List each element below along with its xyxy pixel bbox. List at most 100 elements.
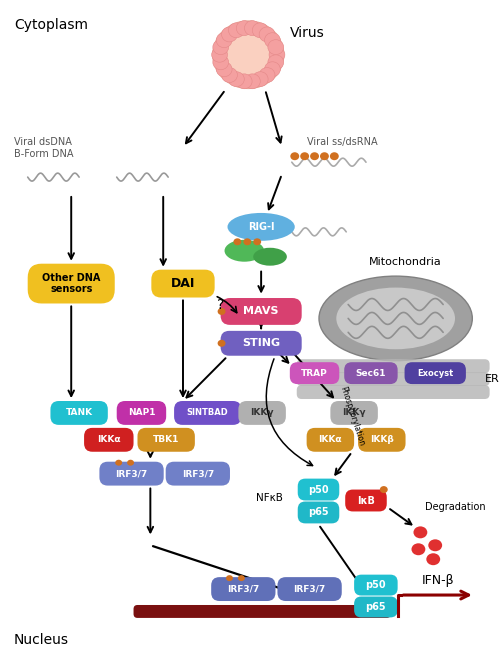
FancyBboxPatch shape <box>211 577 275 601</box>
Text: Nucleus: Nucleus <box>14 633 69 647</box>
FancyBboxPatch shape <box>174 401 241 425</box>
Ellipse shape <box>264 32 280 47</box>
FancyBboxPatch shape <box>238 401 285 425</box>
FancyBboxPatch shape <box>151 270 214 298</box>
Text: RIG-I: RIG-I <box>247 222 274 232</box>
Ellipse shape <box>217 308 225 315</box>
Ellipse shape <box>268 55 283 70</box>
Ellipse shape <box>237 575 244 581</box>
Text: IKKα: IKKα <box>318 436 342 445</box>
Text: IRF3/7: IRF3/7 <box>293 584 325 593</box>
Text: Viral dsDNA
B-Form DNA: Viral dsDNA B-Form DNA <box>14 137 73 159</box>
Ellipse shape <box>216 62 231 77</box>
Ellipse shape <box>253 239 261 245</box>
FancyBboxPatch shape <box>344 362 397 384</box>
Ellipse shape <box>212 55 228 70</box>
Ellipse shape <box>236 21 252 36</box>
Text: IKKα: IKKα <box>97 436 120 445</box>
Ellipse shape <box>244 74 260 89</box>
Ellipse shape <box>310 152 318 160</box>
FancyBboxPatch shape <box>330 401 377 425</box>
Ellipse shape <box>243 239 250 245</box>
Text: Mitochondria: Mitochondria <box>368 257 441 266</box>
Ellipse shape <box>259 27 275 42</box>
Text: Cytoplasm: Cytoplasm <box>14 18 88 32</box>
Text: NFκB: NFκB <box>256 493 283 502</box>
Ellipse shape <box>329 152 338 160</box>
Text: DAI: DAI <box>170 277 195 290</box>
Ellipse shape <box>319 152 328 160</box>
Text: p50: p50 <box>308 484 328 495</box>
FancyBboxPatch shape <box>99 462 163 486</box>
Text: Other DNA
sensors: Other DNA sensors <box>42 273 100 294</box>
Text: MAVS: MAVS <box>243 306 279 317</box>
Text: TRAP: TRAP <box>301 369 327 378</box>
Ellipse shape <box>264 62 280 77</box>
Text: IKKγ: IKKγ <box>250 408 274 417</box>
FancyBboxPatch shape <box>296 372 488 386</box>
FancyBboxPatch shape <box>297 478 339 500</box>
Text: Sec61: Sec61 <box>355 369 385 378</box>
Ellipse shape <box>236 74 252 89</box>
FancyBboxPatch shape <box>296 359 488 373</box>
Ellipse shape <box>212 40 228 55</box>
FancyBboxPatch shape <box>345 489 386 512</box>
Ellipse shape <box>233 239 241 245</box>
Text: p65: p65 <box>308 508 328 517</box>
Text: ?: ? <box>216 298 224 313</box>
FancyBboxPatch shape <box>165 462 229 486</box>
Ellipse shape <box>379 486 387 493</box>
Ellipse shape <box>244 21 260 36</box>
Ellipse shape <box>336 287 454 349</box>
Ellipse shape <box>216 32 231 47</box>
Ellipse shape <box>211 47 227 62</box>
FancyBboxPatch shape <box>277 577 341 601</box>
Text: IFN-β: IFN-β <box>421 574 453 587</box>
Text: Exocyst: Exocyst <box>416 369 452 378</box>
FancyBboxPatch shape <box>220 331 301 356</box>
Ellipse shape <box>217 340 225 346</box>
Ellipse shape <box>228 72 244 86</box>
Text: IKKγ: IKKγ <box>342 408 365 417</box>
Text: p65: p65 <box>365 602 385 612</box>
Text: ER: ER <box>483 374 498 384</box>
Text: Degradation: Degradation <box>424 502 485 512</box>
Ellipse shape <box>259 68 275 83</box>
Ellipse shape <box>224 240 264 262</box>
FancyBboxPatch shape <box>133 605 390 618</box>
Text: p50: p50 <box>365 580 385 590</box>
Ellipse shape <box>127 460 134 465</box>
Ellipse shape <box>300 152 309 160</box>
Ellipse shape <box>212 21 284 88</box>
FancyBboxPatch shape <box>117 401 166 425</box>
Ellipse shape <box>269 47 284 62</box>
Text: IκB: IκB <box>356 495 374 506</box>
Text: Phosphorylation: Phosphorylation <box>338 385 365 447</box>
Text: Viral ss/dsRNA: Viral ss/dsRNA <box>306 137 377 148</box>
FancyBboxPatch shape <box>297 502 339 523</box>
FancyBboxPatch shape <box>137 428 194 452</box>
Ellipse shape <box>268 40 283 55</box>
Text: IRF3/7: IRF3/7 <box>115 469 147 478</box>
Text: IRF3/7: IRF3/7 <box>227 584 259 593</box>
Ellipse shape <box>252 72 268 86</box>
Ellipse shape <box>253 248 286 266</box>
Ellipse shape <box>221 68 237 83</box>
Ellipse shape <box>252 23 268 38</box>
Text: TBK1: TBK1 <box>153 436 179 445</box>
FancyBboxPatch shape <box>50 401 108 425</box>
Text: IKKβ: IKKβ <box>369 436 393 445</box>
Ellipse shape <box>228 23 244 38</box>
FancyBboxPatch shape <box>353 575 397 595</box>
Ellipse shape <box>290 152 299 160</box>
Ellipse shape <box>221 27 237 42</box>
FancyBboxPatch shape <box>357 428 405 452</box>
FancyBboxPatch shape <box>289 362 339 384</box>
Ellipse shape <box>411 543 424 555</box>
Ellipse shape <box>425 553 439 566</box>
Ellipse shape <box>227 213 294 240</box>
FancyBboxPatch shape <box>306 428 353 452</box>
Text: NAP1: NAP1 <box>127 408 155 417</box>
Ellipse shape <box>225 575 232 581</box>
FancyBboxPatch shape <box>353 597 397 618</box>
